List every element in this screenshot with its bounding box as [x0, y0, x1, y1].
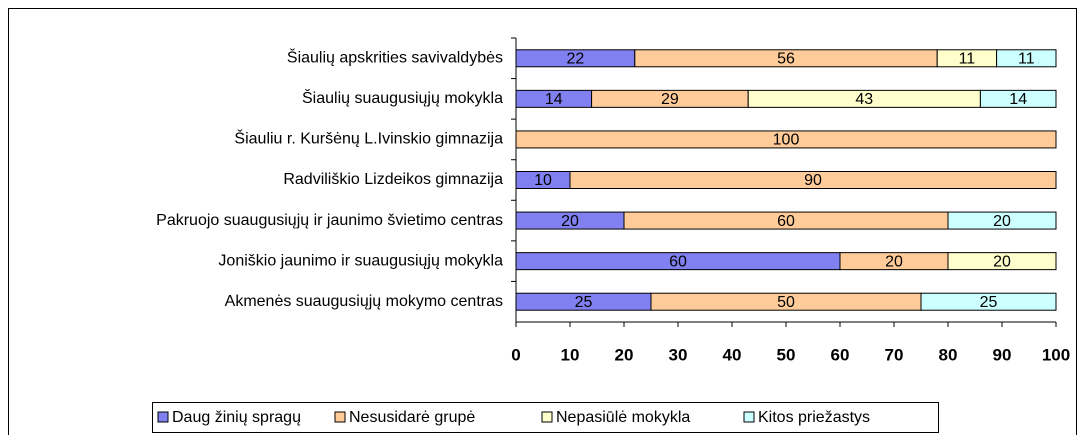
legend-label: Daug žinių spragų: [172, 409, 301, 426]
bar-segment: [569, 171, 1057, 189]
value-label: 29: [661, 91, 679, 108]
y-tick-label: Šiauliu r. Kuršėnų L.Ivinskio gimnazija: [234, 129, 503, 148]
value-label: 90: [804, 172, 822, 189]
value-label: 11: [1018, 51, 1035, 68]
value-label: 20: [993, 253, 1011, 270]
legend-swatch: [157, 411, 169, 423]
legend-items: Daug žinių spragų Nesusidarė grupė Nepasiū…: [157, 409, 870, 426]
y-tick-label: Joniškio jaunimo ir suaugusiųjų mokykla: [218, 252, 503, 269]
value-label: 43: [855, 91, 873, 108]
bar-segment: [947, 211, 1057, 230]
x-tick-label: 50: [777, 345, 796, 364]
x-tick-label: 10: [561, 345, 580, 364]
legend-swatch: [743, 411, 755, 423]
x-tick-label: 80: [939, 345, 958, 364]
value-label: 14: [1009, 91, 1027, 108]
y-tick-label: Šiaulių suaugusiųjų mokykla: [302, 88, 503, 107]
value-label: 50: [777, 294, 795, 311]
x-tick-label: 100: [1042, 345, 1070, 364]
value-label: 25: [575, 294, 593, 311]
y-tick-label: Šiaulių apskrities savivaldybės: [287, 48, 503, 67]
x-tick-label: 30: [669, 345, 688, 364]
x-tick-label: 0: [511, 345, 520, 364]
value-label: 60: [669, 253, 687, 270]
legend-label: Nesusidarė grupė: [349, 409, 475, 426]
value-label: 14: [545, 91, 563, 108]
legend-swatch: [334, 411, 346, 423]
x-tick-label: 70: [885, 345, 904, 364]
value-label: 22: [567, 51, 585, 68]
value-label: 56: [777, 51, 795, 68]
value-label: 20: [885, 253, 903, 270]
bar-segment: [979, 89, 1057, 108]
x-tick-label: 60: [831, 345, 850, 364]
legend-swatch: [541, 411, 553, 423]
bar-segment: [920, 292, 1057, 311]
legend-label: Nepasiūlė mokykla: [556, 409, 690, 426]
value-label: 10: [534, 172, 552, 189]
x-tick-label: 40: [723, 345, 742, 364]
bar-segment: [947, 252, 1057, 271]
value-label: 11: [959, 51, 976, 68]
value-label: 60: [777, 213, 795, 230]
value-label: 20: [993, 213, 1011, 230]
chart-frame: [8, 8, 1077, 435]
y-tick-label: Radviliškio Lizdeikos gimnazija: [283, 171, 503, 188]
bar-segment: [996, 49, 1057, 68]
value-label: 25: [980, 294, 998, 311]
x-tick-label: 20: [615, 345, 634, 364]
x-tick-label: 90: [993, 345, 1012, 364]
value-label: 100: [773, 132, 800, 149]
value-label: 20: [561, 213, 579, 230]
y-tick-label: Akmenės suaugusiųjų mokymo centras: [225, 293, 503, 310]
legend-label: Kitos priežastys: [758, 409, 870, 426]
y-tick-label: Pakruojo suaugusiųjų ir jaunimo švietimo…: [156, 212, 503, 229]
